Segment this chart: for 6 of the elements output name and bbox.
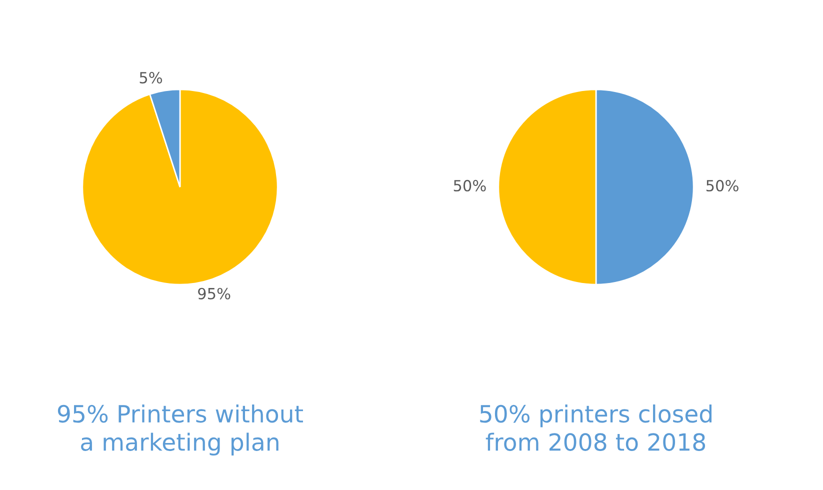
data-label: 95%	[198, 288, 230, 300]
text: 50% printers closed from 2008 to 2018	[480, 404, 712, 451]
data-label: 5%	[140, 72, 162, 84]
text: 95% Printers without a marketing plan	[58, 404, 303, 456]
data-label: 50%	[454, 180, 486, 192]
data-label: 50%	[706, 180, 738, 192]
